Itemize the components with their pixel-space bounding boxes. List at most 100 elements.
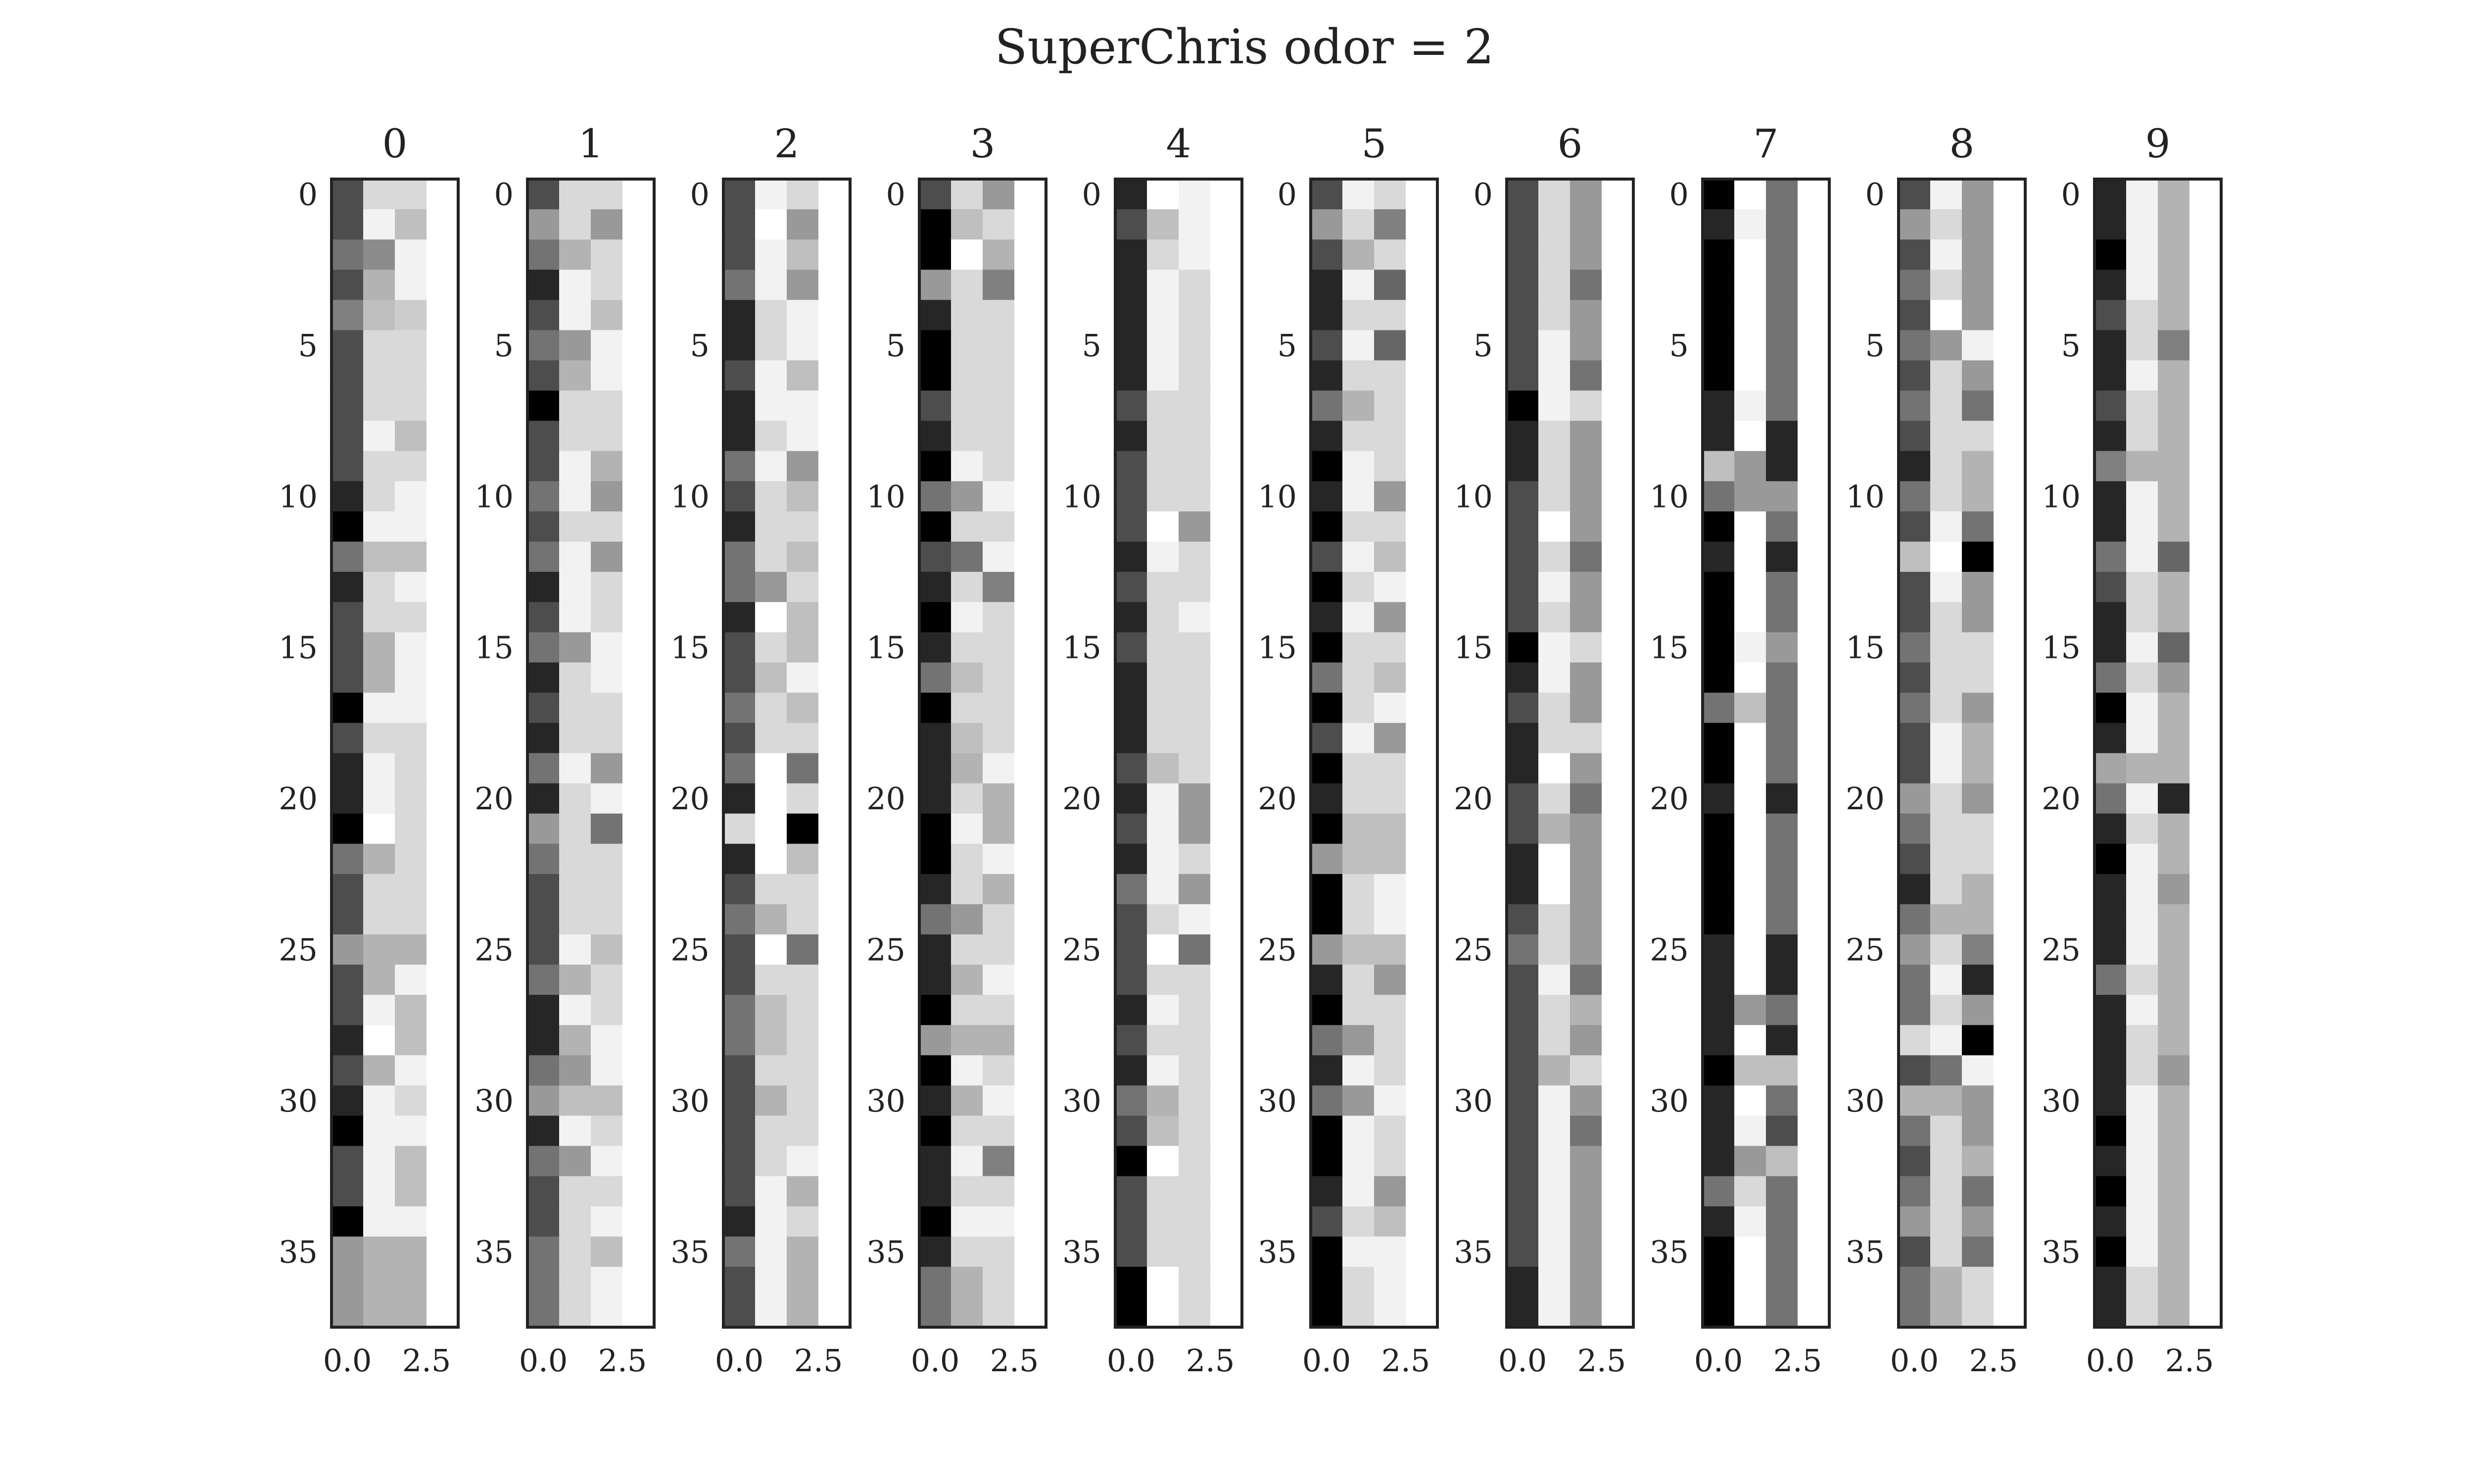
x-tick-label: 0.0 (1694, 1343, 1743, 1379)
heatmap-cell (2189, 239, 2222, 270)
heatmap-cell (1734, 1236, 1766, 1267)
heatmap-cell (1179, 1055, 1211, 1086)
x-tick-label: 2.5 (1773, 1343, 1822, 1379)
heatmap-cell (1734, 330, 1766, 361)
heatmap-cell (1766, 1297, 1798, 1328)
heatmap-cell (559, 1297, 591, 1328)
heatmap-cell (1703, 1176, 1735, 1207)
y-tick-label: 30 (2042, 1083, 2081, 1119)
heatmap-cell (2094, 1115, 2127, 1147)
y-tick-label: 15 (1062, 630, 1101, 666)
heatmap-cell (622, 632, 655, 663)
heatmap-cell (818, 1266, 851, 1298)
heatmap-cell (527, 330, 560, 361)
heatmap-cell (818, 995, 851, 1025)
heatmap-cell (1179, 390, 1211, 421)
heatmap-cell (951, 239, 983, 270)
heatmap-cell (2189, 1266, 2222, 1298)
heatmap-cell (2094, 511, 2127, 542)
heatmap-cell (951, 300, 983, 330)
heatmap-cell (1179, 995, 1211, 1025)
heatmap-cell (1570, 783, 1602, 814)
heatmap-cell (2158, 874, 2190, 905)
heatmap-cell (818, 904, 851, 935)
heatmap-cell (363, 1266, 395, 1298)
heatmap-cell (1962, 270, 1994, 300)
heatmap-cell (1115, 420, 1147, 452)
heatmap-cell (1994, 451, 2026, 482)
heatmap-cell (527, 904, 560, 935)
heatmap-cell (1406, 420, 1438, 452)
heatmap-cell (1115, 572, 1147, 603)
heatmap-cell (1962, 995, 1994, 1025)
heatmap-cell (1703, 1236, 1735, 1267)
y-tick-label: 10 (279, 478, 318, 514)
heatmap-cell (591, 1236, 623, 1267)
heatmap-cell (755, 511, 787, 542)
y-tick-label: 0 (1082, 177, 1101, 213)
heatmap-cell (1734, 965, 1766, 995)
heatmap-cell (622, 1146, 655, 1177)
heatmap-cell (1899, 1085, 1931, 1116)
x-tick-label: 2.5 (1381, 1343, 1430, 1379)
y-tick-label: 35 (2042, 1234, 2081, 1270)
heatmap-cell (591, 632, 623, 663)
heatmap-cell (1602, 360, 1634, 391)
heatmap-cell (755, 843, 787, 875)
heatmap-cell (1962, 1176, 1994, 1207)
heatmap-cell (919, 1266, 952, 1298)
heatmap-cell (723, 1146, 756, 1177)
heatmap-cell (622, 572, 655, 603)
heatmap-cell (1734, 239, 1766, 270)
heatmap-cell (1374, 1146, 1406, 1177)
heatmap-cell (755, 390, 787, 421)
heatmap-cell (1602, 390, 1634, 421)
heatmap-cell (1374, 1236, 1406, 1267)
heatmap-cell (1930, 904, 1962, 935)
heatmap-cell (1703, 179, 1735, 210)
heatmap-cell (2126, 995, 2158, 1025)
y-tick-label: 15 (866, 630, 905, 666)
heatmap-cell (1179, 874, 1211, 905)
heatmap-cell (951, 693, 983, 724)
heatmap-cell (723, 602, 756, 633)
heatmap-cell (2189, 1236, 2222, 1267)
x-tick-label: 0.0 (1890, 1343, 1939, 1379)
heatmap-cell (951, 1266, 983, 1298)
heatmap-cell (1406, 632, 1438, 663)
heatmap-cell (1602, 481, 1634, 512)
heatmap-cell (1210, 1176, 1242, 1207)
heatmap-cell (1311, 179, 1343, 210)
heatmap-cell (1798, 451, 1830, 482)
heatmap-cell (1994, 270, 2026, 300)
heatmap-cell (1962, 1146, 1994, 1177)
heatmap-cell (951, 420, 983, 452)
heatmap-cell (1703, 300, 1735, 330)
heatmap-cell (1147, 1025, 1179, 1056)
y-tick-label: 10 (1258, 478, 1297, 514)
heatmap-cell (1734, 813, 1766, 844)
y-tick-label: 30 (866, 1083, 905, 1119)
heatmap-cell (983, 1236, 1015, 1267)
heatmap-cell (2094, 813, 2127, 844)
heatmap-cell (951, 843, 983, 875)
heatmap-cell (2094, 843, 2127, 875)
heatmap-cell (1342, 693, 1375, 724)
heatmap-cell (2189, 693, 2222, 724)
heatmap-cell (427, 904, 459, 935)
heatmap-cell (2158, 965, 2190, 995)
heatmap-cell (787, 1266, 819, 1298)
heatmap-cell (1342, 1115, 1375, 1147)
heatmap-cell (787, 1055, 819, 1086)
heatmap-cell (787, 330, 819, 361)
heatmap-cell (363, 1146, 395, 1177)
heatmap-cell (2126, 753, 2158, 784)
heatmap-cell (2126, 602, 2158, 633)
heatmap-cell (1994, 723, 2026, 754)
heatmap-cell (591, 1176, 623, 1207)
heatmap-cell (2094, 209, 2127, 240)
heatmap-cell (622, 693, 655, 724)
y-tick-label: 30 (475, 1083, 514, 1119)
heatmap-cell (1930, 179, 1962, 210)
heatmap-cell (1014, 1206, 1047, 1237)
